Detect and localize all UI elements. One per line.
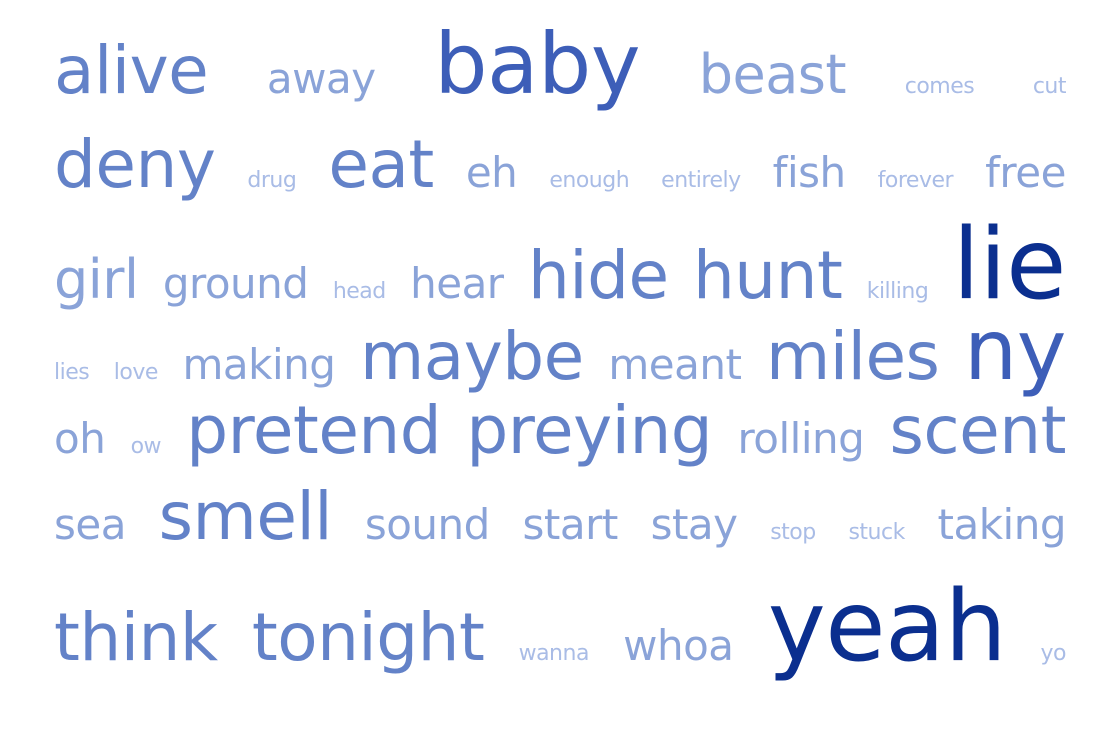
cloud-word: sound xyxy=(364,500,490,549)
cloud-word: stay xyxy=(650,500,738,549)
cloud-word: ow xyxy=(130,434,162,459)
cloud-word: smell xyxy=(158,478,333,555)
cloud-word: miles xyxy=(765,318,940,395)
cloud-word: lies xyxy=(54,360,90,385)
cloud-word: scent xyxy=(889,392,1067,469)
cloud-word: stop xyxy=(770,520,816,545)
cloud-word: alive xyxy=(54,32,209,109)
cloud-word: oh xyxy=(54,414,106,463)
cloud-word: fish xyxy=(772,148,846,197)
cloud-word: preying xyxy=(466,392,713,469)
cloud-word: making xyxy=(182,340,336,389)
word-row: deny drug eat eh enough entirely fish forever fr… xyxy=(54,132,1066,216)
cloud-word: enough xyxy=(549,168,630,193)
cloud-word: deny xyxy=(54,126,216,203)
word-row: think tonight wanna whoa yeah yo xyxy=(54,578,1066,690)
cloud-word: comes xyxy=(904,74,975,99)
cloud-word: ny xyxy=(964,301,1066,399)
cloud-word: sea xyxy=(54,500,126,549)
cloud-word: pretend xyxy=(186,392,442,469)
word-row: alive away baby beast comes cut xyxy=(54,15,1067,132)
cloud-word: maybe xyxy=(359,318,584,395)
cloud-word: start xyxy=(522,500,619,549)
word-cloud: alive away baby beast comes cut deny drug eat eh e… xyxy=(54,15,1067,722)
cloud-word: yo xyxy=(1040,641,1066,666)
word-row: sea smell sound start stay stop stuck taking xyxy=(54,478,1067,578)
cloud-word: tonight xyxy=(251,599,485,676)
cloud-word: ground xyxy=(162,259,309,308)
cloud-word: eat xyxy=(328,126,434,203)
cloud-word: hide xyxy=(527,237,669,314)
word-row: girl ground head hear hide hunt killing lie xyxy=(54,216,1066,314)
cloud-word: think xyxy=(54,599,218,676)
cloud-word: girl xyxy=(54,248,139,311)
cloud-word: killing xyxy=(866,279,929,304)
cloud-word: hear xyxy=(410,259,504,308)
cloud-word: love xyxy=(113,360,159,385)
cloud-word: wanna xyxy=(518,641,590,666)
cloud-word: meant xyxy=(608,340,742,389)
cloud-word: taking xyxy=(937,500,1067,549)
cloud-word: head xyxy=(332,279,386,304)
word-row: oh ow pretend preying rolling scent xyxy=(54,398,1066,484)
cloud-word: baby xyxy=(434,15,641,113)
cloud-word: entirely xyxy=(661,168,741,193)
cloud-word: yeah xyxy=(767,570,1007,684)
cloud-word: rolling xyxy=(737,414,865,463)
cloud-word: eh xyxy=(465,148,518,197)
cloud-word: forever xyxy=(877,168,954,193)
cloud-word: hunt xyxy=(692,237,843,314)
cloud-word: free xyxy=(985,148,1066,197)
cloud-word: lie xyxy=(952,208,1067,322)
cloud-word: whoa xyxy=(623,621,734,670)
cloud-word: cut xyxy=(1032,74,1067,99)
cloud-word: drug xyxy=(247,168,297,193)
cloud-word: beast xyxy=(698,43,847,106)
cloud-word: stuck xyxy=(848,520,905,545)
word-row: lies love making maybe meant miles ny xyxy=(54,308,1066,398)
cloud-word: away xyxy=(266,54,376,103)
